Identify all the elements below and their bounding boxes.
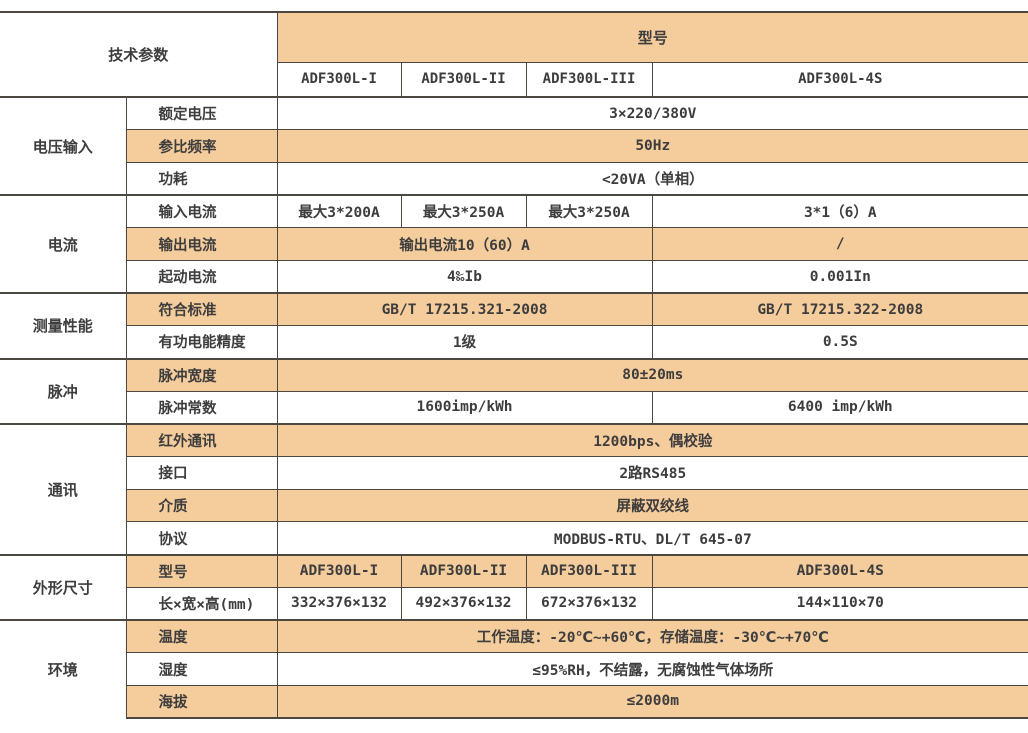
param-label-cell: 湿度 [126, 652, 278, 686]
value-cell: 工作温度：-20℃~+60℃，存储温度：-30℃~+70℃ [277, 619, 1028, 653]
value-cell: 0.5S [652, 325, 1028, 359]
group-label-cell: 环境 [0, 618, 127, 719]
value-cell: 2路RS485 [277, 456, 1028, 490]
table-row: 输出电流 输出电流10（60）A / [0, 227, 1028, 261]
header-row-top: 技术参数 型号 [0, 11, 1028, 97]
param-label-cell: 起动电流 [126, 259, 278, 294]
value-cell: 屏蔽双绞线 [277, 488, 1028, 522]
value-cell: 1600imp/kWh [277, 390, 653, 424]
value-cell: ≤2000m [277, 684, 1028, 720]
value-cell: ADF300L-II [401, 553, 527, 588]
param-label-cell: 长×宽×高(mm) [126, 586, 278, 620]
value-cell: 最大3*200A [277, 194, 402, 228]
table-row: 起动电流 4‰Ib 0.001In [0, 259, 1028, 294]
value-cell: ≤95%RH，不结露，无腐蚀性气体场所 [277, 652, 1028, 686]
tech-params-header-cell: 技术参数 [0, 11, 278, 97]
value-cell: 492×376×132 [401, 586, 527, 620]
value-cell: ADF300L-I [277, 553, 402, 588]
value-cell: 1200bps、偶校验 [277, 422, 1028, 457]
group-label-cell: 外形尺寸 [0, 553, 127, 620]
value-cell: 332×376×132 [277, 586, 402, 620]
param-label-cell: 输出电流 [126, 227, 278, 261]
param-label-cell: 额定电压 [126, 96, 278, 130]
group-label-cell: 电流 [0, 194, 127, 294]
value-cell: 3×220/380V [277, 96, 1028, 130]
table-row: 介质 屏蔽双绞线 [0, 488, 1028, 522]
table-row: 电流 输入电流 最大3*200A 最大3*250A 最大3*250A 3*1（6）A [0, 194, 1028, 294]
value-cell: 50Hz [277, 129, 1028, 163]
table-row: 长×宽×高(mm) 332×376×132 492×376×132 672×376×1… [0, 586, 1028, 620]
param-label-cell: 输入电流 [126, 194, 278, 228]
value-cell: 1级 [277, 325, 653, 359]
param-label-cell: 红外通讯 [126, 422, 278, 457]
value-cell: / [652, 227, 1028, 261]
param-label-cell: 海拔 [126, 684, 278, 720]
table-row: 电压输入 额定电压 3×220/380V [0, 95, 1028, 196]
param-label-cell: 功耗 [126, 161, 278, 196]
table-row: 参比频率 50Hz [0, 129, 1028, 163]
table-row: 外形尺寸 型号 ADF300L-I ADF300L-II ADF300L-III ADF3… [0, 553, 1028, 620]
value-cell: GB/T 17215.322-2008 [652, 292, 1028, 326]
value-cell: 最大3*250A [401, 194, 527, 228]
param-label-cell: 脉冲常数 [126, 390, 278, 424]
param-label-cell: 型号 [126, 553, 278, 588]
group-label-cell: 通讯 [0, 422, 127, 555]
value-cell: 144×110×70 [652, 586, 1028, 620]
param-label-cell: 参比频率 [126, 129, 278, 163]
param-label-cell: 脉冲宽度 [126, 357, 278, 392]
value-cell: 0.001In [652, 259, 1028, 294]
model-header-cell: 型号 [277, 11, 1028, 62]
param-label-cell: 温度 [126, 619, 278, 653]
value-cell: <20VA（单相） [277, 161, 1028, 196]
header-row-models: ADF300L-I ADF300L-II ADF300L-III ADF300L… [0, 61, 1028, 97]
model-name-cell: ADF300L-I [277, 61, 402, 97]
table-row: 环境 温度 工作温度：-20℃~+60℃，存储温度：-30℃~+70℃ [0, 618, 1028, 719]
spec-table: 技术参数 型号 ADF300L-I ADF300L-II ADF300L-III… [0, 11, 1028, 720]
table-body: 电压输入 额定电压 3×220/380V 参比频率 50Hz 功耗 <20VA（单相） 电流输… [0, 95, 1028, 720]
table-row: 功耗 <20VA（单相） [0, 161, 1028, 196]
value-cell: MODBUS-RTU、DL/T 645-07 [277, 521, 1028, 555]
param-label-cell: 协议 [126, 521, 278, 555]
table-row: 海拔 ≤2000m [0, 684, 1028, 720]
model-name-cell: ADF300L-4S [652, 61, 1028, 97]
value-cell: GB/T 17215.321-2008 [277, 292, 653, 326]
table-row: 通讯 红外通讯 1200bps、偶校验 [0, 422, 1028, 555]
value-cell: 输出电流10（60）A [277, 227, 653, 261]
model-name-cell: ADF300L-III [526, 61, 653, 97]
group-label-cell: 脉冲 [0, 357, 127, 424]
table-row: 有功电能精度 1级 0.5S [0, 325, 1028, 359]
param-label-cell: 有功电能精度 [126, 325, 278, 359]
value-cell: 4‰Ib [277, 259, 653, 294]
value-cell: 6400 imp/kWh [652, 390, 1028, 424]
value-cell: 3*1（6）A [652, 194, 1028, 228]
table-row: 脉冲常数 1600imp/kWh 6400 imp/kWh [0, 390, 1028, 424]
table-row: 接口 2路RS485 [0, 456, 1028, 490]
param-label-cell: 介质 [126, 488, 278, 522]
value-cell: ADF300L-III [526, 553, 653, 588]
value-cell: ADF300L-4S [652, 553, 1028, 588]
table-row: 脉冲 脉冲宽度 80±20ms [0, 357, 1028, 424]
value-cell: 672×376×132 [526, 586, 653, 620]
table-row: 协议 MODBUS-RTU、DL/T 645-07 [0, 521, 1028, 555]
param-label-cell: 接口 [126, 456, 278, 490]
value-cell: 最大3*250A [526, 194, 653, 228]
model-name-cell: ADF300L-II [401, 61, 527, 97]
group-label-cell: 测量性能 [0, 292, 127, 359]
table-row: 测量性能 符合标准 GB/T 17215.321-2008 GB/T 17215.32… [0, 292, 1028, 359]
group-label-cell: 电压输入 [0, 95, 127, 196]
value-cell: 80±20ms [277, 357, 1028, 392]
param-label-cell: 符合标准 [126, 292, 278, 326]
table-row: 湿度 ≤95%RH，不结露，无腐蚀性气体场所 [0, 652, 1028, 686]
